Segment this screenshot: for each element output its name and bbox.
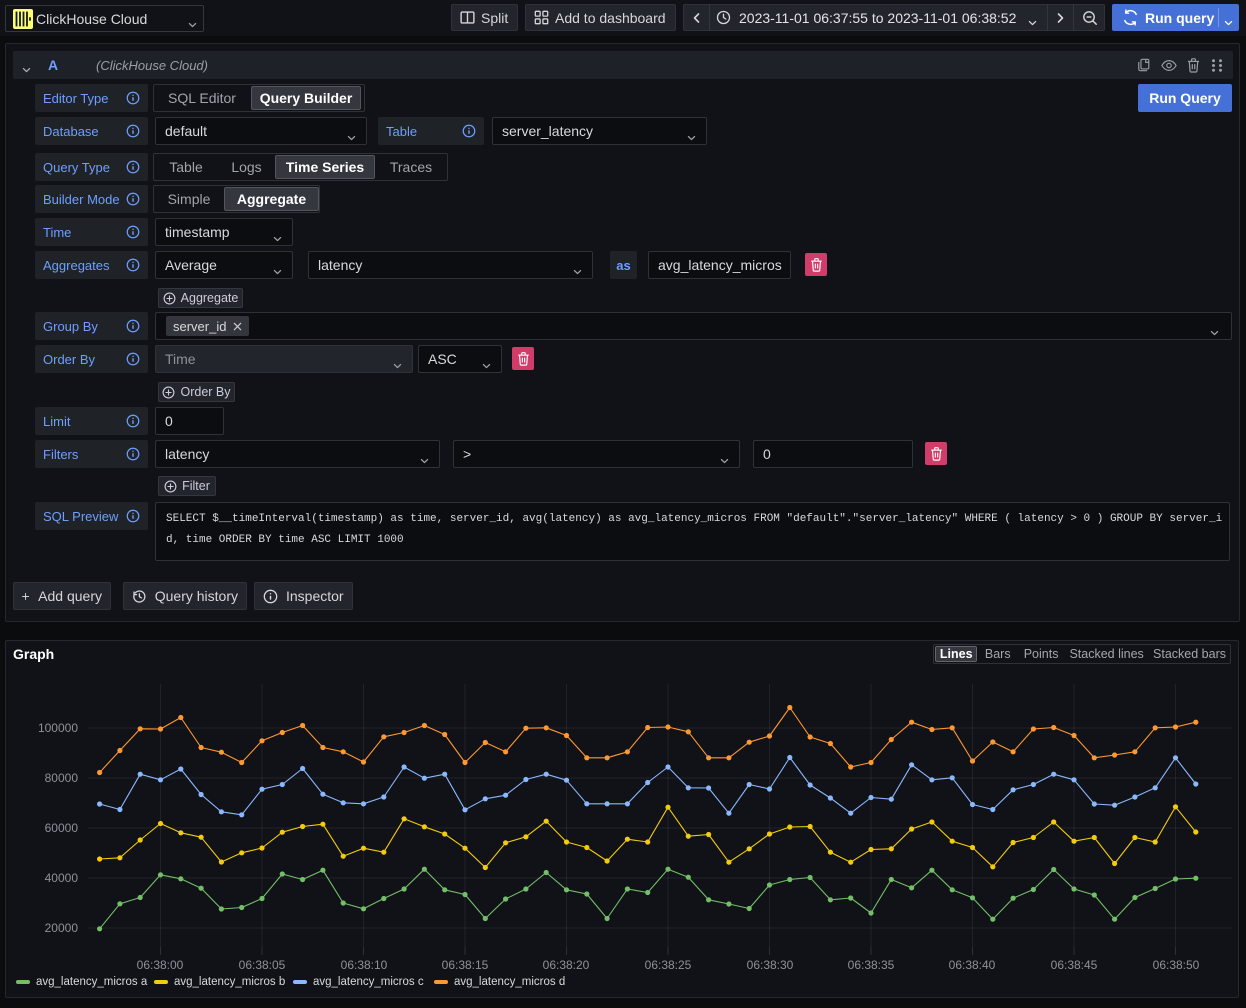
svg-text:06:38:35: 06:38:35 (848, 958, 895, 972)
svg-text:06:38:30: 06:38:30 (747, 958, 794, 972)
svg-text:06:38:25: 06:38:25 (645, 958, 692, 972)
svg-text:06:38:45: 06:38:45 (1051, 958, 1098, 972)
svg-text:06:38:00: 06:38:00 (137, 958, 184, 972)
svg-text:06:38:05: 06:38:05 (239, 958, 286, 972)
svg-text:06:38:50: 06:38:50 (1153, 958, 1200, 972)
svg-text:100000: 100000 (38, 721, 78, 735)
svg-text:06:38:10: 06:38:10 (341, 958, 388, 972)
svg-text:80000: 80000 (45, 771, 79, 785)
svg-text:06:38:15: 06:38:15 (442, 958, 489, 972)
svg-text:60000: 60000 (45, 821, 79, 835)
svg-text:20000: 20000 (45, 921, 79, 935)
svg-text:06:38:20: 06:38:20 (543, 958, 590, 972)
svg-text:06:38:40: 06:38:40 (949, 958, 996, 972)
svg-text:40000: 40000 (45, 871, 79, 885)
